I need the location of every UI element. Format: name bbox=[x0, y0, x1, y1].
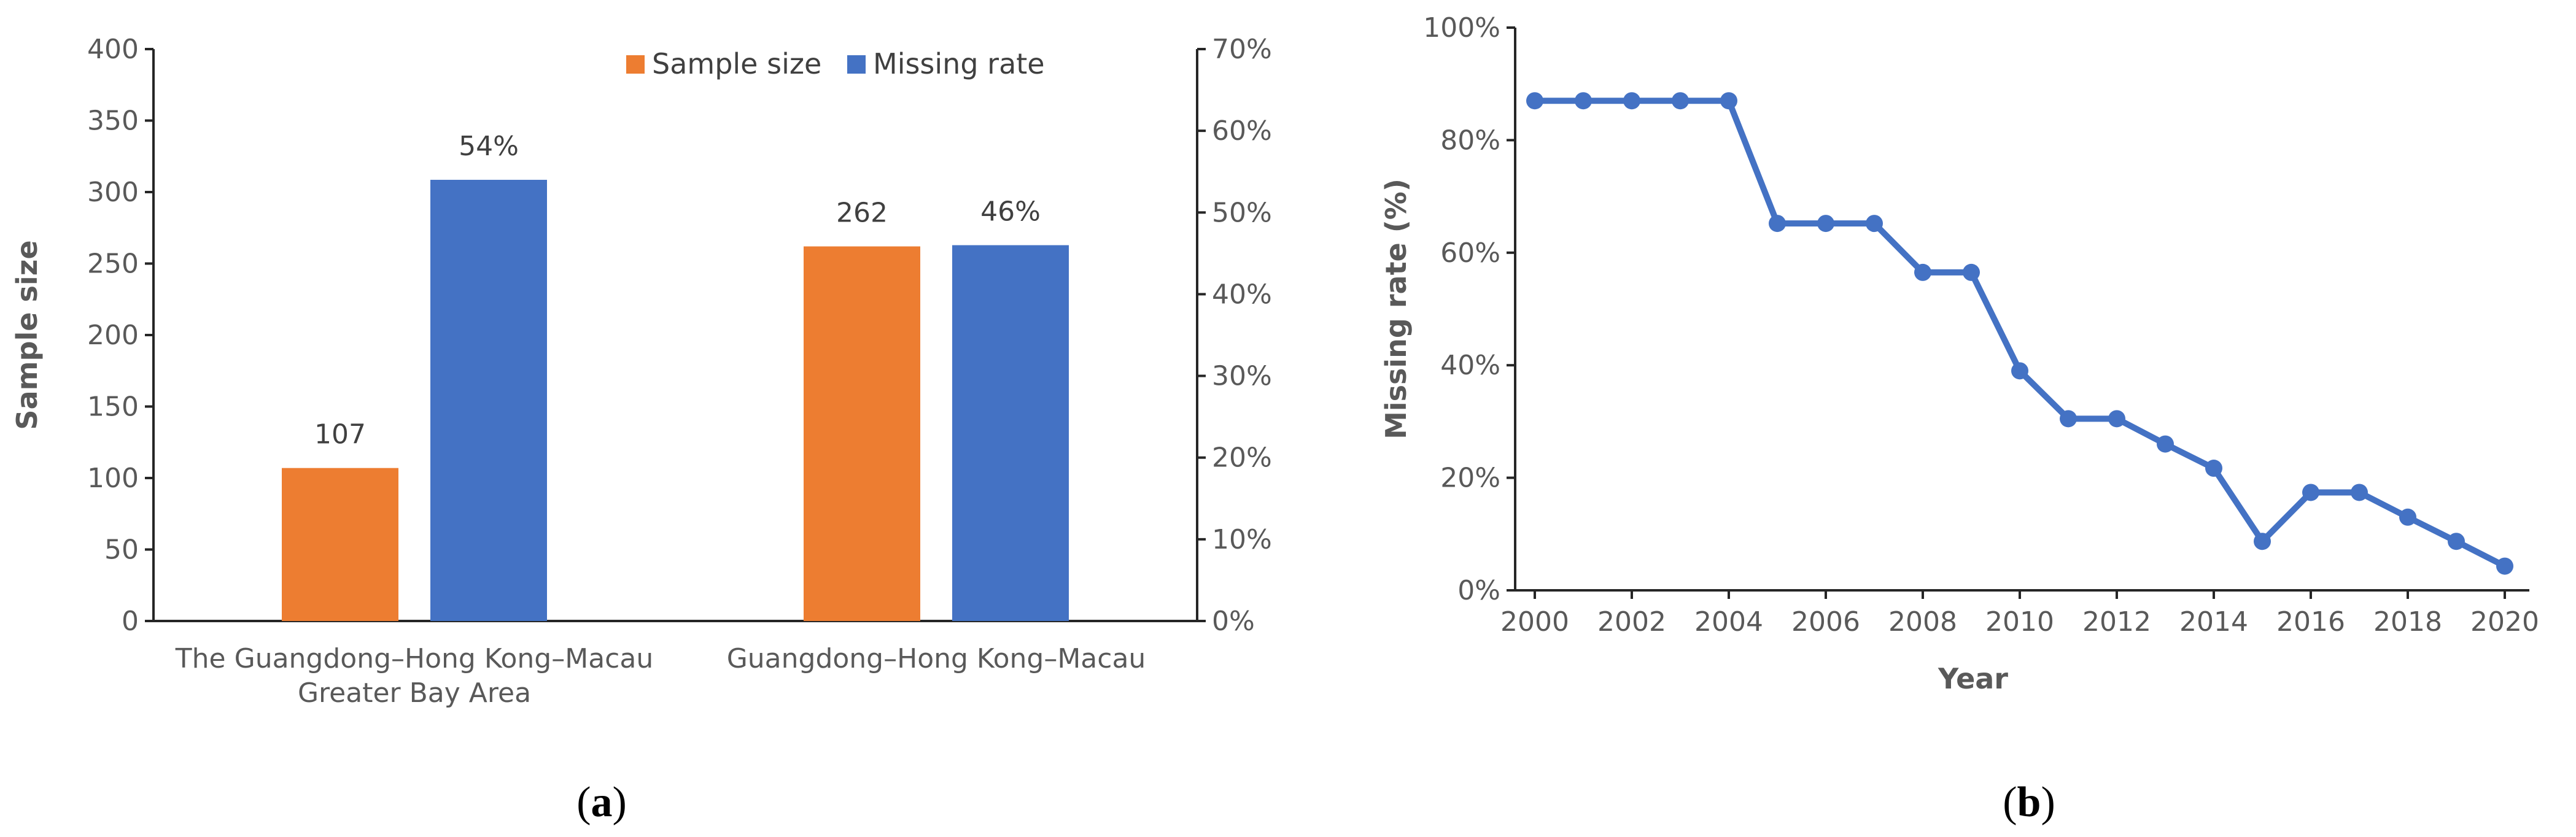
legend-label: Sample size bbox=[652, 47, 821, 80]
bar-sample-size bbox=[282, 468, 398, 621]
data-point bbox=[2351, 484, 2368, 501]
y-axis-title: Missing rate (%) bbox=[1379, 179, 1413, 439]
right-tick-label: 20% bbox=[1212, 442, 1272, 474]
x-tick-label: 2004 bbox=[1694, 606, 1763, 638]
data-point bbox=[1526, 92, 1543, 110]
category-label: The Guangdong–Hong Kong–Macau bbox=[175, 643, 653, 674]
data-point bbox=[2157, 435, 2174, 453]
left-tick-label: 200 bbox=[87, 320, 139, 351]
bar-missing-rate bbox=[430, 180, 547, 621]
category-label: Greater Bay Area bbox=[298, 677, 531, 709]
data-point bbox=[2108, 410, 2125, 428]
right-tick-label: 40% bbox=[1212, 279, 1272, 310]
data-point bbox=[1769, 215, 1786, 233]
legend-swatch bbox=[626, 55, 645, 74]
x-tick-label: 2000 bbox=[1500, 606, 1569, 638]
left-tick-label: 50 bbox=[104, 534, 139, 566]
right-tick-label: 30% bbox=[1212, 361, 1272, 392]
x-tick-label: 2010 bbox=[1985, 606, 2054, 638]
x-tick-label: 2018 bbox=[2373, 606, 2442, 638]
left-tick-label: 400 bbox=[87, 34, 139, 65]
panel-label-b: (b) bbox=[2003, 779, 2055, 826]
data-point bbox=[2205, 460, 2222, 477]
left-tick-label: 350 bbox=[87, 106, 139, 137]
bar-sample-size bbox=[804, 246, 920, 621]
panel-letter-a: a bbox=[591, 779, 613, 826]
y-tick-label: 100% bbox=[1423, 12, 1500, 44]
right-tick-label: 70% bbox=[1212, 34, 1272, 65]
legend-swatch bbox=[847, 55, 866, 74]
right-tick-label: 60% bbox=[1212, 115, 1272, 147]
data-point bbox=[1817, 215, 1834, 233]
right-tick-label: 10% bbox=[1212, 524, 1272, 555]
x-tick-label: 2016 bbox=[2276, 606, 2345, 638]
data-label-missing-rate: 54% bbox=[459, 131, 519, 162]
data-point bbox=[2448, 533, 2465, 550]
data-point bbox=[2496, 557, 2513, 575]
left-tick-label: 300 bbox=[87, 177, 139, 208]
data-point bbox=[1672, 92, 1689, 110]
y-tick-label: 20% bbox=[1440, 463, 1500, 494]
data-point bbox=[2254, 533, 2271, 550]
data-label-sample-size: 262 bbox=[836, 198, 888, 229]
left-tick-label: 150 bbox=[87, 392, 139, 423]
legend-label: Missing rate bbox=[873, 47, 1045, 80]
left-tick-label: 0 bbox=[122, 606, 139, 637]
x-tick-label: 2020 bbox=[2470, 606, 2539, 638]
left-tick-label: 250 bbox=[87, 249, 139, 280]
x-axis-title: Year bbox=[1938, 662, 2008, 695]
left-tick-label: 100 bbox=[87, 463, 139, 494]
y-tick-label: 0% bbox=[1457, 575, 1500, 606]
data-label-sample-size: 107 bbox=[314, 419, 366, 450]
y-axis-title: Sample size bbox=[10, 240, 44, 430]
bar-chart-a: 0 50 100 150 200 250 300 350 400 0% 10% 20% 30% 40% 50… bbox=[10, 34, 1272, 826]
x-tick-label: 2014 bbox=[2179, 606, 2248, 638]
panel-label-a: (a) bbox=[576, 779, 627, 826]
x-tick-label: 2012 bbox=[2082, 606, 2151, 638]
data-point bbox=[2302, 484, 2319, 501]
data-point bbox=[1623, 92, 1640, 110]
data-point bbox=[2399, 508, 2416, 526]
right-tick-label: 50% bbox=[1212, 197, 1272, 228]
y-tick-label: 60% bbox=[1440, 237, 1500, 269]
data-point bbox=[2011, 362, 2028, 380]
data-point bbox=[1963, 263, 1980, 281]
data-point bbox=[1914, 263, 1931, 281]
x-tick-label: 2002 bbox=[1597, 606, 1666, 638]
data-point bbox=[1575, 92, 1592, 110]
x-tick-label: 2006 bbox=[1791, 606, 1860, 638]
data-point bbox=[2060, 410, 2077, 428]
y-tick-label: 40% bbox=[1440, 350, 1500, 381]
data-point bbox=[1866, 215, 1883, 233]
right-tick-label: 0% bbox=[1212, 606, 1255, 637]
data-label-missing-rate: 46% bbox=[980, 196, 1041, 228]
panel-letter-b: b bbox=[2017, 779, 2041, 826]
bar-missing-rate bbox=[952, 245, 1069, 621]
x-tick-label: 2008 bbox=[1888, 606, 1957, 638]
category-label: Guangdong–Hong Kong–Macau bbox=[727, 643, 1146, 674]
y-tick-label: 80% bbox=[1440, 125, 1500, 156]
line-chart-b: 0% 20% 40% 60% 80% 100% 2000 2002 2004 2006 2008 20… bbox=[1379, 12, 2539, 826]
data-point bbox=[1720, 92, 1737, 110]
